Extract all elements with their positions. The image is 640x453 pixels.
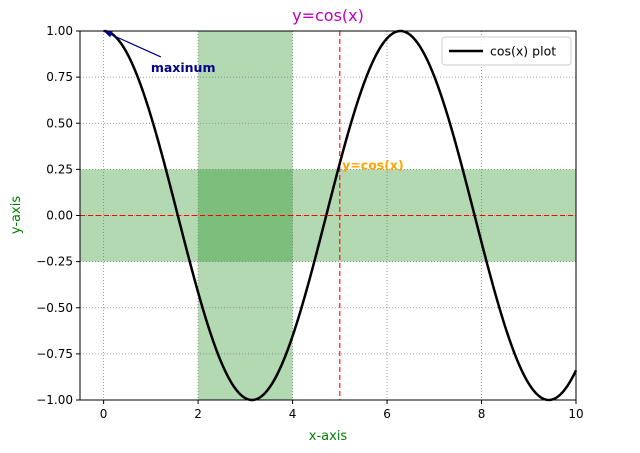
y-tick-label: 0.75 [46,70,73,84]
annotation-text-0: maxinum [151,60,216,75]
legend-box [441,36,572,66]
series-line-cos [103,29,578,402]
annotation-arrow-line [107,32,162,58]
x-tick-label: 6 [383,407,391,421]
annotation-text-1: y=cos(x) [342,158,404,173]
x-tick-label: 0 [100,407,108,421]
x-tick-label: 4 [289,407,297,421]
y-tick-label: −0.75 [36,347,73,361]
chart-title: y=cos(x) [292,6,364,25]
x-tick-label: 8 [478,407,486,421]
annotations: maxinum y=cos(x) [103,31,404,173]
axis-ticks: 0 2 4 6 8 10 −1.00 −0.75 −0.50 −0.25 0.00 0.25 0.50 0… [36,24,583,421]
x-axis-label: x-axis [309,429,348,444]
x-tick-label: 10 [568,407,583,421]
annotation-arrow-head [103,31,113,38]
y-tick-label: 1.00 [46,24,73,38]
legend: cos(x) plot [441,36,572,66]
y-tick-label: −0.50 [36,301,73,315]
y-tick-label: 0.00 [46,209,73,223]
reference-lines [80,31,576,400]
legend-label-cos: cos(x) plot [490,44,556,59]
y-tick-label: −0.25 [36,255,73,269]
y-tick-label: −1.00 [36,393,73,407]
y-axis-label: y-axis [9,196,24,234]
y-tick-label: 0.50 [46,116,73,130]
y-tick-label: 0.25 [46,162,73,176]
x-tick-label: 2 [194,407,202,421]
